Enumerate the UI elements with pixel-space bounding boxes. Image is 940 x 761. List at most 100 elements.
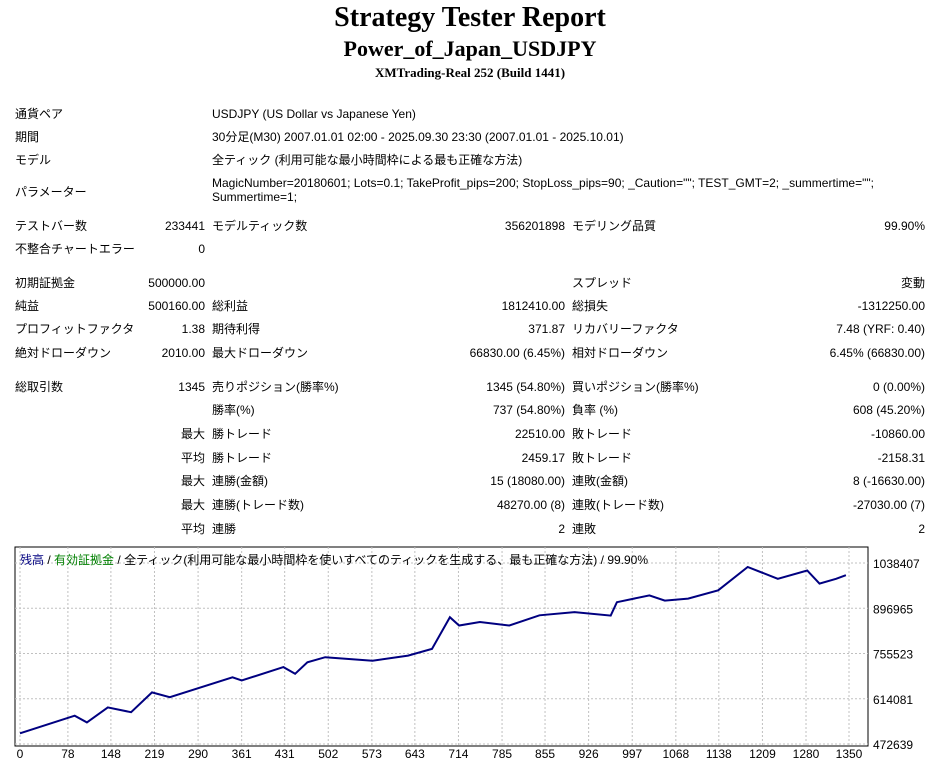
info-value: USDJPY (US Dollar vs Japanese Yen) <box>212 107 416 121</box>
x-tick-label: 855 <box>535 747 555 761</box>
y-tick-label: 755523 <box>873 648 913 662</box>
stat-value: 7.48 (YRF: 0.40) <box>836 322 925 336</box>
stat-value: 500000.00 <box>148 276 205 290</box>
x-tick-label: 361 <box>232 747 252 761</box>
stat-value: 1345 (54.80%) <box>486 380 565 394</box>
stat-value: -10860.00 <box>870 427 925 441</box>
stat-value: 6.45% (66830.00) <box>829 346 925 360</box>
stat-label: 勝トレード <box>212 451 273 465</box>
report-title: Strategy Tester Report <box>334 2 606 33</box>
x-tick-label: 1068 <box>662 747 689 761</box>
stat-value: 平均 <box>180 451 205 465</box>
legend-model: 全ティック(利用可能な最小時間枠を使いすべてのティックを生成する、最も正確な方法… <box>124 553 598 567</box>
stat-label: モデルティック数 <box>212 219 308 233</box>
stat-value: 99.90% <box>884 219 925 233</box>
stat-label: 負率 (%) <box>572 403 618 417</box>
info-value: MagicNumber=20180601; Lots=0.1; TakeProf… <box>212 176 874 204</box>
stat-label: 連敗(トレード数) <box>572 498 664 512</box>
stat-value: 608 (45.20%) <box>852 403 925 417</box>
stats-row: 勝率(%) 737 (54.80%) 負率 (%) 608 (45.20%) <box>0 403 940 421</box>
info-row: パラメーター MagicNumber=20180601; Lots=0.1; Ta… <box>0 176 940 204</box>
info-label: モデル <box>15 153 52 167</box>
stat-value: 66830.00 (6.45%) <box>469 346 565 360</box>
stats-row: テストバー数 233441 モデルティック数 356201898 モデリング品質 99.9… <box>0 219 940 237</box>
stat-label: スプレッド <box>572 276 633 290</box>
x-tick-label: 1209 <box>749 747 776 761</box>
legend-sep: / <box>44 553 55 567</box>
x-tick-label: 290 <box>188 747 208 761</box>
stat-value: 371.87 <box>528 322 565 336</box>
stat-value: 15 (18080.00) <box>490 474 565 488</box>
stats-row: 総取引数 1345 売りポジション(勝率%) 1345 (54.80%) 買いポジション… <box>0 380 940 398</box>
info-label: 通貨ペア <box>15 107 64 121</box>
stat-value: 最大 <box>180 427 205 441</box>
stat-label: 最大ドローダウン <box>212 346 309 360</box>
info-label: 期間 <box>15 130 40 144</box>
stat-label: 初期証拠金 <box>15 276 76 290</box>
stat-value: 8 (-16630.00) <box>852 474 925 488</box>
x-tick-label: 785 <box>492 747 512 761</box>
x-tick-label: 1350 <box>836 747 863 761</box>
stat-label: 連勝 <box>212 522 237 536</box>
stat-label: 勝トレード <box>212 427 273 441</box>
info-row: モデル 全ティック (利用可能な最小時間枠による最も正確な方法) <box>0 153 940 171</box>
info-row: 通貨ペア USDJPY (US Dollar vs Japanese Yen) <box>0 107 940 125</box>
stat-label: 総損失 <box>572 299 609 313</box>
info-label: パラメーター <box>15 185 87 199</box>
stat-label: 連勝(トレード数) <box>212 498 304 512</box>
server-info: XMTrading-Real 252 (Build 1441) <box>374 65 566 80</box>
x-tick-label: 997 <box>622 747 642 761</box>
stat-value: 0 <box>198 242 205 256</box>
stat-value: 2010.00 <box>161 346 205 360</box>
y-tick-label: 1038407 <box>873 557 920 571</box>
stats-row: 初期証拠金 500000.00 スプレッド 変動 <box>0 276 940 294</box>
stat-label: リカバリーファクタ <box>572 322 679 336</box>
legend-sep: / <box>597 553 608 567</box>
info-value: 30分足(M30) 2007.01.01 02:00 - 2025.09.30 … <box>212 130 624 144</box>
x-tick-label: 643 <box>405 747 425 761</box>
x-tick-label: 502 <box>318 747 338 761</box>
x-tick-label: 148 <box>101 747 121 761</box>
y-tick-label: 614081 <box>873 693 913 707</box>
balance-chart: 0 78 148 219 290 361 431 502 573 643 714 785 855 926 9… <box>14 546 920 761</box>
y-tick-label: 472639 <box>873 738 913 752</box>
stat-label: 不整合チャートエラー <box>15 242 135 256</box>
stat-value: 0 (0.00%) <box>872 380 925 394</box>
legend-equity: 有効証拠金 <box>54 553 115 567</box>
stat-label: 連敗(金額) <box>572 474 628 488</box>
stat-label: 総取引数 <box>15 380 64 394</box>
stat-value: 1345 <box>178 380 205 394</box>
stat-value: -1312250.00 <box>857 299 925 313</box>
stat-label: 連敗 <box>572 522 597 536</box>
x-tick-label: 0 <box>17 747 24 761</box>
info-value: 全ティック (利用可能な最小時間枠による最も正確な方法) <box>212 153 523 167</box>
stats-row: プロフィットファクタ 1.38 期待利得 371.87 リカバリーファクタ 7.48 (Y… <box>0 322 940 340</box>
stat-value: -2158.31 <box>877 451 925 465</box>
x-tick-label: 78 <box>61 747 75 761</box>
stats-row: 純益 500160.00 総利益 1812410.00 総損失 -1312250.00 <box>0 299 940 317</box>
info-row: 期間 30分足(M30) 2007.01.01 02:00 - 2025.09.3… <box>0 130 940 148</box>
stats-row: 絶対ドローダウン 2010.00 最大ドローダウン 66830.00 (6.45%) 相… <box>0 346 940 364</box>
x-tick-label: 714 <box>448 747 468 761</box>
y-tick-label: 896965 <box>873 602 913 616</box>
stat-label: 期待利得 <box>212 322 261 336</box>
stat-value: 変動 <box>900 276 925 290</box>
stats-row: 最大 連勝(金額) 15 (18080.00) 連敗(金額) 8 (-16630.00) <box>0 474 940 492</box>
stat-label: テストバー数 <box>15 219 88 233</box>
x-tick-label: 431 <box>275 747 295 761</box>
stat-label: プロフィットファクタ <box>15 322 135 336</box>
legend-balance: 残高 <box>20 553 45 567</box>
stat-value: 356201898 <box>504 219 565 233</box>
stat-label: モデリング品質 <box>572 219 657 233</box>
stats-row: 平均 勝トレード 2459.17 敗トレード -2158.31 <box>0 451 940 469</box>
x-tick-label: 926 <box>579 747 599 761</box>
stat-label: 敗トレード <box>572 427 633 441</box>
stat-value: 2 <box>918 522 925 536</box>
stats-row: 不整合チャートエラー 0 <box>0 242 940 260</box>
stat-label: 総利益 <box>212 299 249 313</box>
stats-row: 最大 勝トレード 22510.00 敗トレード -10860.00 <box>0 427 940 445</box>
stat-label: 勝率(%) <box>212 403 255 417</box>
expert-name: Power_of_Japan_USDJPY <box>343 36 597 61</box>
x-tick-label: 573 <box>362 747 382 761</box>
stat-label: 敗トレード <box>572 451 633 465</box>
